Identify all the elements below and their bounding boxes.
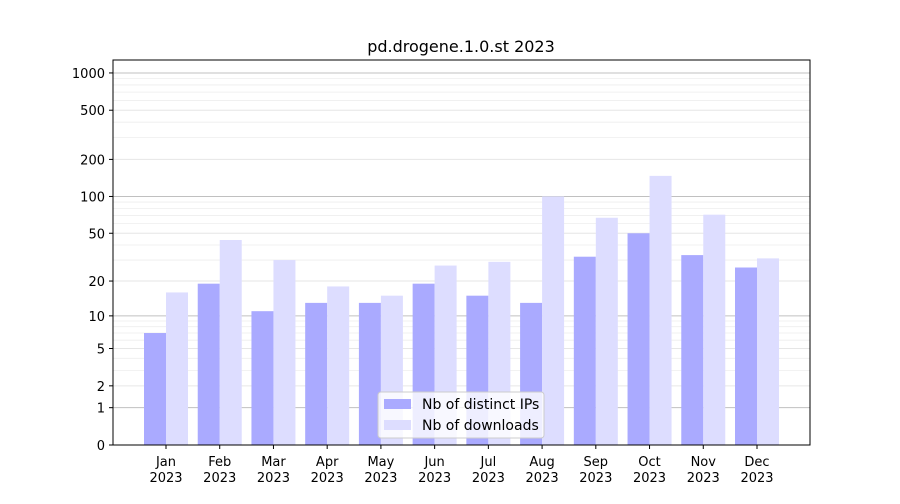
y-tick-label: 100	[80, 190, 105, 205]
y-tick-label: 1000	[72, 67, 105, 82]
bar-ips-9	[627, 233, 650, 445]
legend-swatch-downloads	[384, 420, 411, 430]
y-tick-label: 1	[97, 402, 105, 417]
chart-title: pd.drogene.1.0.st 2023	[367, 37, 555, 56]
legend-swatch-ips	[384, 399, 411, 409]
plot-frame	[112, 59, 811, 446]
bar-ips-11	[735, 267, 757, 445]
x-tick-label: Jul 2023	[472, 455, 505, 486]
y-tick-label: 500	[80, 104, 105, 119]
legend-label-ips: Nb of distinct IPs	[422, 397, 539, 413]
bar-ips-1	[197, 283, 220, 445]
bar-downloads-0	[166, 292, 188, 445]
bar-downloads-10	[703, 214, 726, 445]
bar-ips-10	[681, 255, 704, 445]
x-tick-label: Sep 2023	[579, 455, 612, 486]
bar-ips-8	[573, 256, 596, 445]
x-tick-label: Apr 2023	[311, 455, 344, 486]
bar-downloads-3	[327, 286, 350, 445]
x-tick-label: Aug 2023	[526, 455, 559, 486]
bar-downloads-2	[273, 260, 296, 445]
y-tick-label: 5	[97, 343, 105, 358]
bar-downloads-9	[649, 175, 672, 445]
legend-box	[377, 391, 545, 439]
x-tick-label: Dec 2023	[740, 455, 773, 486]
bar-downloads-8	[595, 217, 618, 445]
y-tick-label: 50	[88, 227, 105, 242]
y-tick-label: 0	[97, 439, 105, 454]
x-tick-label: Jan 2023	[149, 455, 182, 486]
legend-label-downloads: Nb of downloads	[422, 418, 539, 434]
y-tick-label: 2	[97, 380, 105, 395]
bar-downloads-7	[542, 196, 565, 445]
y-tick-label: 20	[88, 275, 105, 290]
y-tick-label: 200	[80, 153, 105, 168]
x-tick-label: Nov 2023	[687, 455, 720, 486]
x-tick-label: Jun 2023	[418, 455, 451, 486]
x-tick-label: Mar 2023	[257, 455, 290, 486]
bar-ips-0	[144, 333, 166, 445]
x-tick-label: May 2023	[364, 455, 397, 486]
x-tick-label: Oct 2023	[633, 455, 666, 486]
bar-ips-2	[251, 311, 274, 445]
legend: Nb of distinct IPs Nb of downloads	[377, 391, 545, 439]
x-tick-label: Feb 2023	[203, 455, 236, 486]
bar-downloads-11	[757, 258, 779, 445]
y-tick-label: 10	[88, 310, 105, 325]
bar-ips-4	[358, 302, 381, 445]
bar-ips-3	[305, 302, 328, 445]
bar-downloads-1	[219, 240, 242, 445]
